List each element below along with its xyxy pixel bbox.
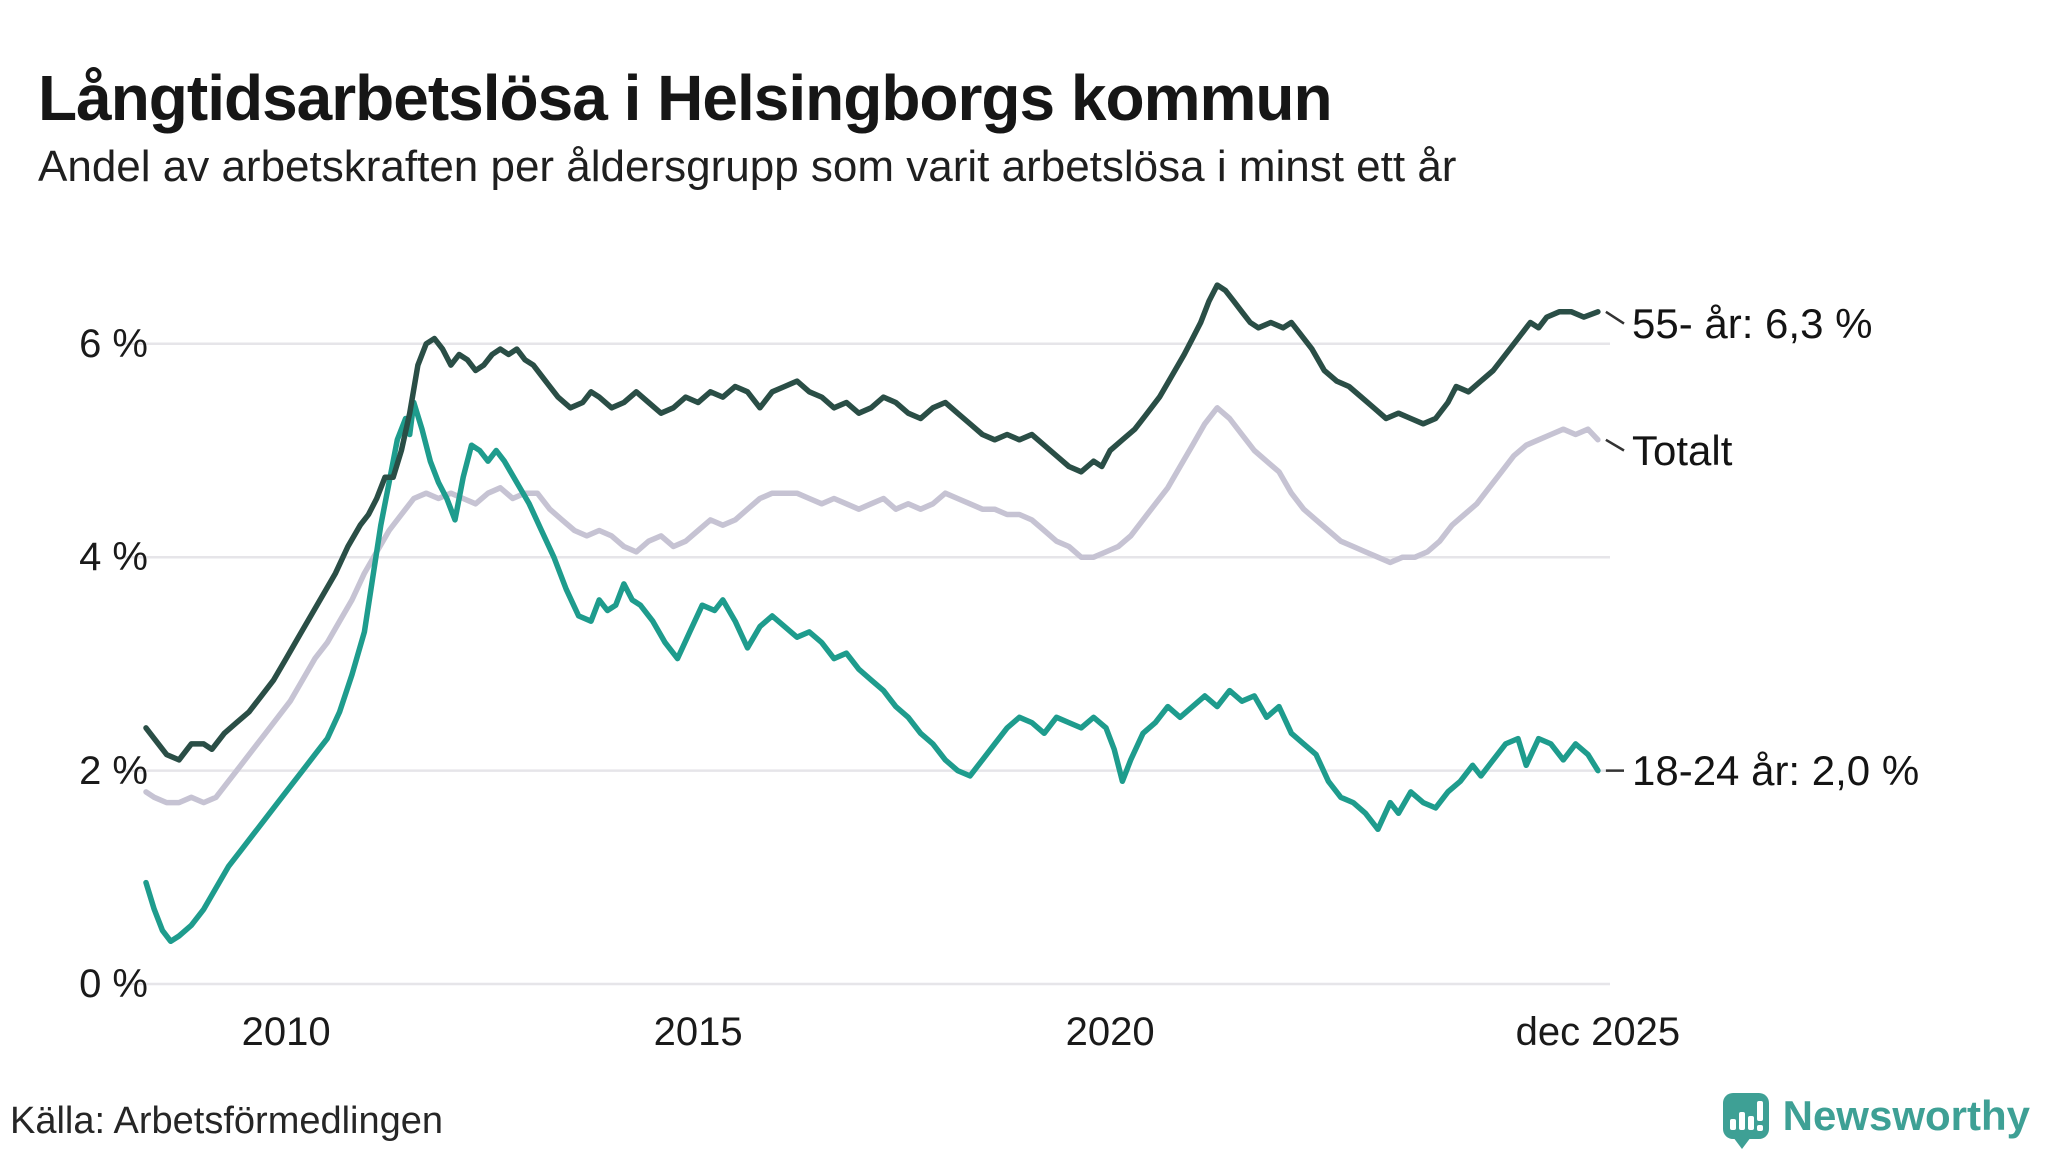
series-line-age-18-24	[143, 399, 1601, 945]
y-axis-tick-2: 2 %	[79, 748, 148, 793]
y-axis-tick-6: 6 %	[79, 321, 148, 366]
x-axis-tick-2015: 2015	[653, 1010, 743, 1054]
x-axis-tick-2010: 2010	[241, 1010, 331, 1054]
y-axis-tick-4: 4 %	[79, 535, 148, 580]
annotation-tick-age-55-plus	[1605, 310, 1625, 325]
series-line-age-55-plus	[143, 282, 1601, 763]
newsworthy-logo-text: Newsworthy	[1782, 1092, 2030, 1139]
x-axis-tick-dec-2025: dec 2025	[1515, 1010, 1681, 1054]
annotation-tick-total	[1605, 438, 1625, 452]
y-axis-tick-0: 0 %	[79, 962, 148, 1006]
series-label-55-plus: 55- år: 6,3 %	[1632, 299, 1873, 347]
x-axis-tick-2020: 2020	[1065, 1010, 1155, 1054]
newsworthy-bar-chart-bubble-icon	[1722, 1093, 1769, 1149]
series-label-totalt: Totalt	[1632, 426, 1733, 474]
series-line-total	[143, 405, 1601, 806]
source-caption: Källa: Arbetsförmedlingen	[10, 1100, 444, 1142]
newsworthy-logo: Newsworthy	[1722, 1092, 2030, 1149]
chart-subtitle: Andel av arbetskraften per åldersgrupp s…	[38, 142, 1457, 191]
page-title: Långtidsarbetslösa i Helsingborgs kommun	[38, 61, 1333, 134]
series-label-18-24: 18-24 år: 2,0 %	[1632, 746, 1920, 794]
